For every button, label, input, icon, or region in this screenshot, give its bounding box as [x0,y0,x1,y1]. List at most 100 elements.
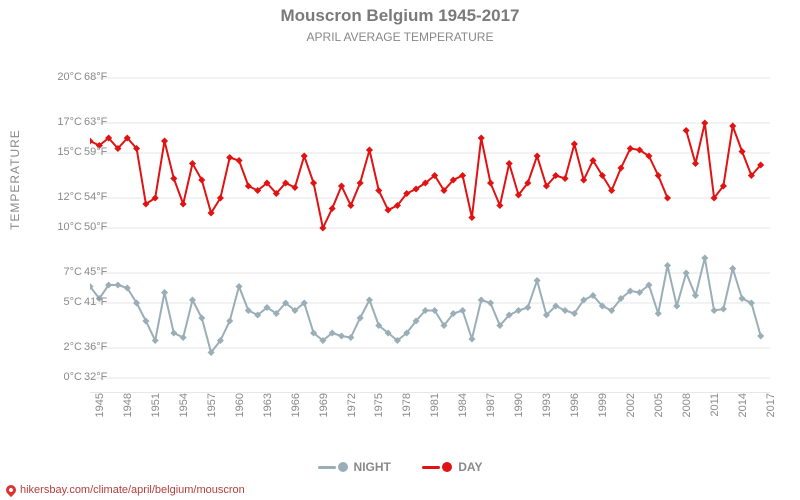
day-series-marker [692,160,699,167]
day-series-marker [161,137,168,144]
legend-night-line [318,466,336,469]
chart-svg [90,48,770,393]
xtick-year: 1972 [346,393,358,433]
day-series-marker [347,202,354,209]
night-series-line [90,258,761,353]
day-series-marker [701,119,708,126]
legend-night: NIGHT [318,460,391,474]
xtick-year: 1987 [485,393,497,433]
ytick-fahrenheit: 36°F [84,341,114,353]
xtick-year: 1990 [513,393,525,433]
ytick-fahrenheit: 54°F [84,191,114,203]
ytick-fahrenheit: 63°F [84,116,114,128]
day-series-marker [487,179,494,186]
day-series-marker [180,200,187,207]
ytick-celsius: 2°C [52,341,82,353]
xtick-year: 1978 [401,393,413,433]
night-series-marker [673,302,680,309]
day-series-marker [291,184,298,191]
night-series-marker [739,295,746,302]
ytick-fahrenheit: 59°F [84,146,114,158]
night-series-marker [161,289,168,296]
night-series-marker [459,307,466,314]
night-series-marker [180,334,187,341]
plot-area: 0°C32°F2°C36°F5°C41°F7°C45°F10°C50°F12°C… [90,48,770,393]
night-series-marker [515,307,522,314]
day-series-marker [627,145,634,152]
xtick-year: 1993 [541,393,553,433]
night-series-marker [701,254,708,261]
night-series-marker [711,307,718,314]
night-series-marker [720,305,727,312]
ytick-fahrenheit: 50°F [84,221,114,233]
day-series-marker [468,214,475,221]
day-series-marker [506,160,513,167]
night-series-marker [347,334,354,341]
xtick-year: 1960 [234,393,246,433]
day-series-marker [571,140,578,147]
legend-day-line [422,466,440,469]
day-series-marker [729,122,736,129]
xtick-year: 1963 [262,393,274,433]
day-series-marker [357,179,364,186]
day-series-marker [562,175,569,182]
ytick-fahrenheit: 45°F [84,266,114,278]
xtick-year: 1996 [569,393,581,433]
legend: NIGHT DAY [0,458,800,475]
legend-day: DAY [422,460,482,474]
night-series-marker [142,317,149,324]
ytick-celsius: 15°C [52,146,82,158]
night-series-marker [534,277,541,284]
day-series-marker [329,205,336,212]
xtick-year: 1945 [94,393,106,433]
day-series-marker [236,157,243,164]
day-series-marker [534,152,541,159]
day-series-marker [245,182,252,189]
ytick-celsius: 0°C [52,371,82,383]
day-series-marker [301,152,308,159]
ytick-celsius: 10°C [52,221,82,233]
night-series-marker [245,307,252,314]
night-series-marker [748,299,755,306]
day-series-marker [170,175,177,182]
night-series-marker [152,337,159,344]
day-series-marker [617,164,624,171]
day-series-marker [459,172,466,179]
day-series-marker [338,182,345,189]
night-series-marker [692,292,699,299]
xtick-year: 1951 [150,393,162,433]
footer-attribution: hikersbay.com/climate/april/belgium/mous… [6,484,245,496]
ytick-celsius: 12°C [52,191,82,203]
night-series-marker [655,310,662,317]
day-series-marker [319,224,326,231]
day-series-marker [478,134,485,141]
xtick-year: 1975 [373,393,385,433]
night-series-marker [170,329,177,336]
night-series-marker [729,265,736,272]
night-series-marker [562,307,569,314]
xtick-year: 1948 [122,393,134,433]
chart-subtitle: APRIL AVERAGE TEMPERATURE [0,30,800,44]
ytick-fahrenheit: 32°F [84,371,114,383]
legend-day-label: DAY [458,460,482,474]
day-series-marker [385,206,392,213]
day-series-marker [366,146,373,153]
night-series-marker [664,262,671,269]
night-series-marker [357,314,364,321]
xtick-year: 2008 [681,393,693,433]
ytick-celsius: 17°C [52,116,82,128]
chart-title: Mouscron Belgium 1945-2017 [0,6,800,26]
xtick-year: 2014 [737,393,749,433]
day-series-marker [226,154,233,161]
ytick-celsius: 7°C [52,266,82,278]
xtick-year: 2011 [709,393,721,433]
xtick-year: 1954 [178,393,190,433]
xtick-year: 2005 [653,393,665,433]
night-series-marker [236,283,243,290]
chart-container: Mouscron Belgium 1945-2017 APRIL AVERAGE… [0,0,800,500]
night-series-marker [478,296,485,303]
night-series-marker [198,314,205,321]
xtick-year: 1981 [429,393,441,433]
xtick-year: 1966 [290,393,302,433]
footer-url: hikersbay.com/climate/april/belgium/mous… [20,484,245,496]
